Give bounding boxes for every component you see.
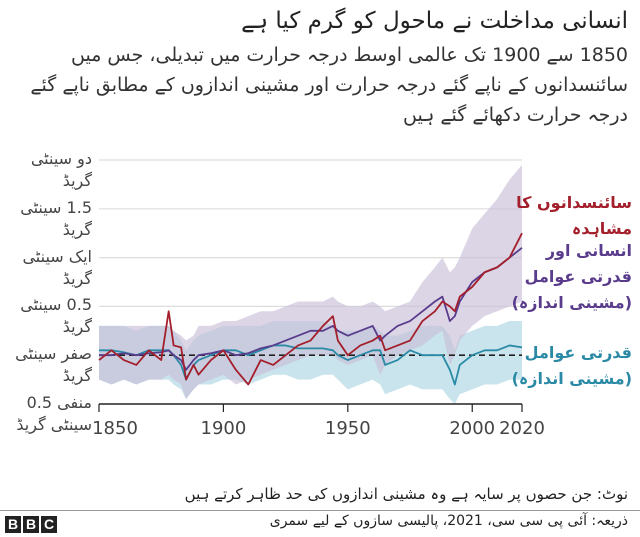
bbc-logo-letter: B	[5, 516, 21, 533]
data-lines	[98, 232, 523, 386]
legend-human-natural: انسانی اور قدرتی عوامل (مشینی اندازہ)	[504, 238, 632, 316]
x-axis	[98, 403, 523, 412]
chart-subtitle: 1850 سے 1900 تک عالمی اوسط درجہ حرارت می…	[30, 44, 628, 126]
footnote: نوٹ: جن حصوں پر سایہ ہے وہ مشینی اندازوں…	[184, 485, 628, 503]
y-tick-label: منفی 0.5 سینٹی گریڈ	[16, 393, 92, 434]
bbc-logo-letter: C	[41, 516, 57, 533]
legend-natural-label: قدرتی عوامل (مشینی اندازہ)	[511, 343, 632, 388]
bbc-logo: B B C	[5, 516, 57, 533]
bbc-logo-letter: B	[23, 516, 39, 533]
y-tick-label: صفر سینٹی گریڈ	[15, 344, 92, 386]
x-tick-label: 2000	[449, 418, 496, 439]
y-tick-label: دو سینٹی گریڈ	[30, 149, 92, 190]
source-text: ذریعہ: آئی پی سی سی، 2021، پالیسی سازوں …	[269, 513, 628, 529]
x-tick-label: 1900	[200, 418, 247, 439]
legend-observed-label: سائنسدانوں کا مشاہدہ	[516, 193, 632, 238]
x-tick-label: 2020	[499, 418, 545, 439]
legend-human-natural-label: انسانی اور قدرتی عوامل (مشینی اندازہ)	[511, 241, 632, 312]
footer-divider	[0, 510, 640, 511]
x-tick-label: 1950	[324, 418, 371, 439]
chart-title: انسانی مداخلت نے ماحول کو گرم کیا ہے	[241, 8, 628, 34]
uncertainty-bands	[99, 164, 522, 404]
y-tick-label: 1.5 سینٹی گریڈ	[20, 197, 92, 239]
legend-natural: قدرتی عوامل (مشینی اندازہ)	[504, 340, 632, 392]
y-tick-label: 0.5 سینٹی گریڈ	[20, 295, 92, 337]
y-tick-label: ایک سینٹی گریڈ	[22, 246, 92, 288]
legend-observed: سائنسدانوں کا مشاہدہ	[504, 190, 632, 242]
x-tick-label: 1850	[92, 418, 138, 439]
